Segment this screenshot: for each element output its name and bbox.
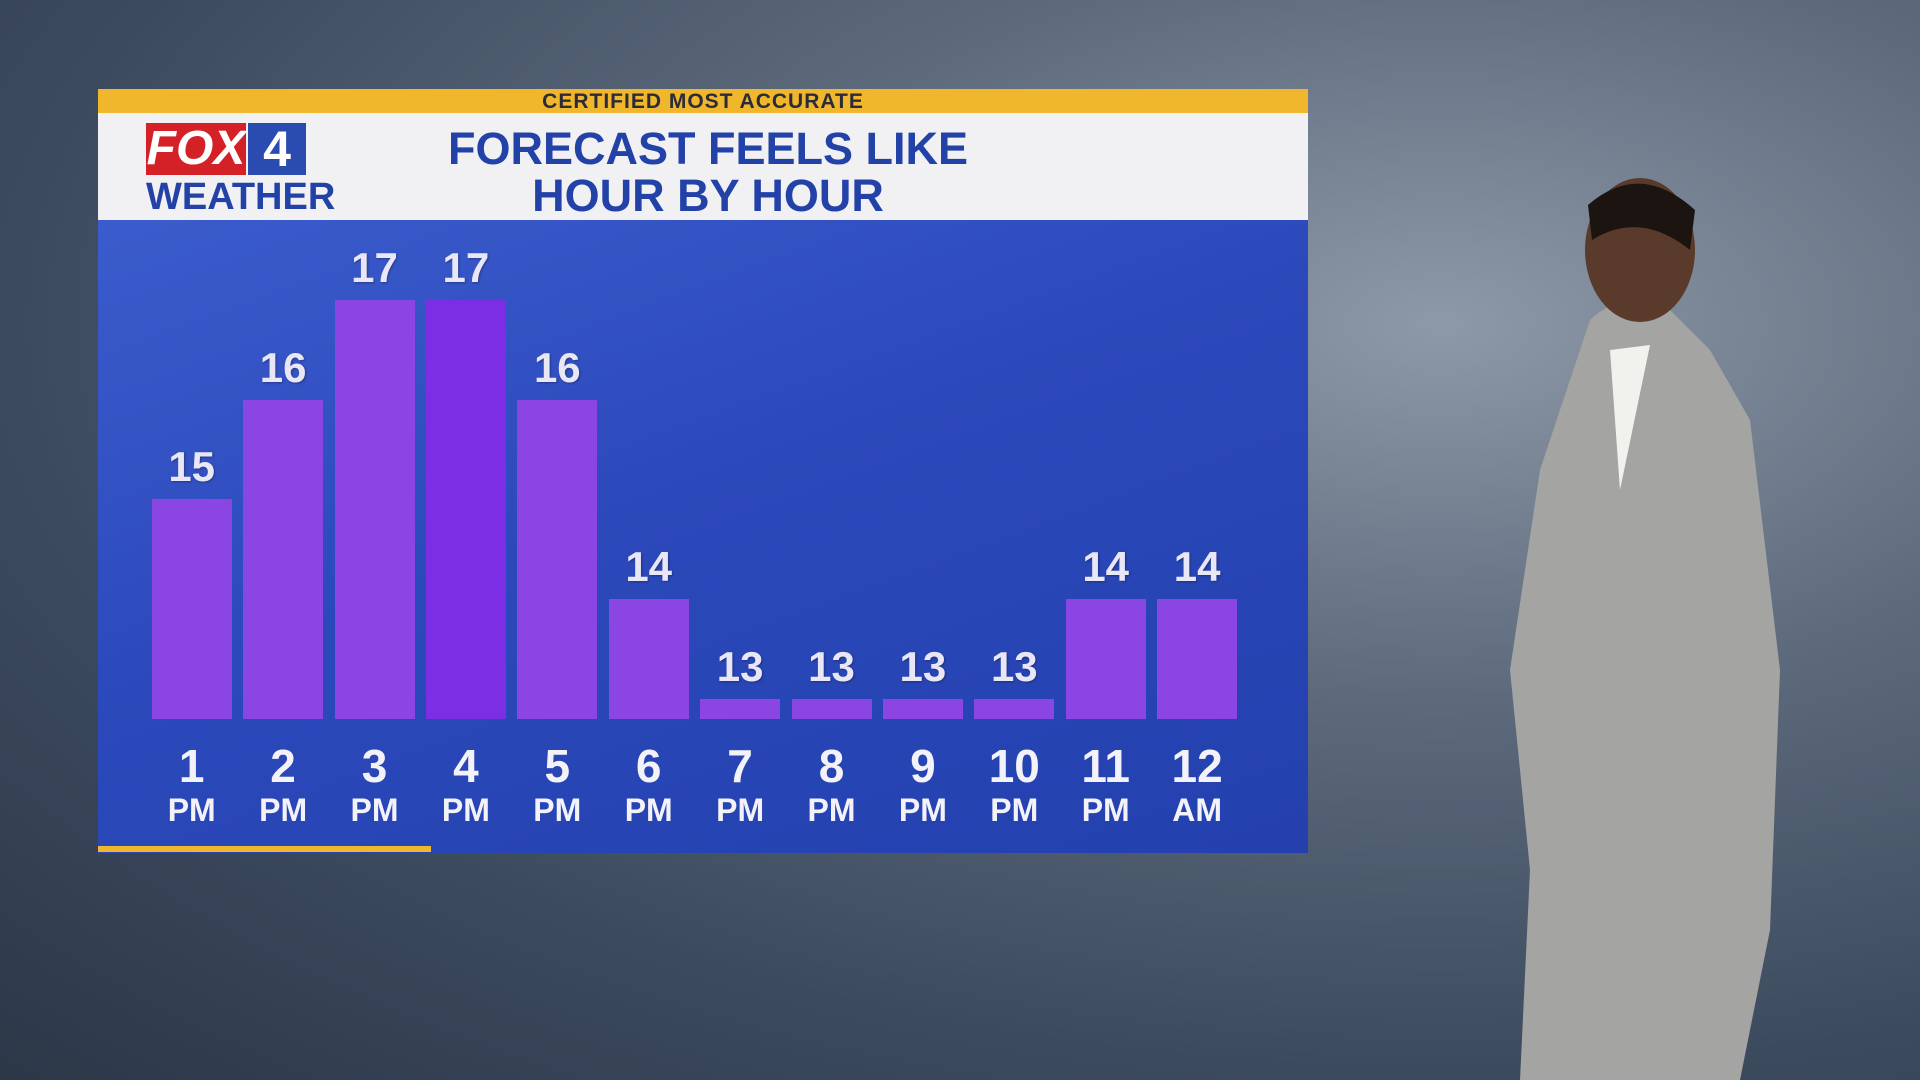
accent-bar xyxy=(98,846,431,852)
logo-brand: FOX xyxy=(146,122,246,175)
x-tick-label: 10 PM xyxy=(988,740,1040,828)
x-tick-label: 11 PM xyxy=(1081,740,1130,828)
bar xyxy=(517,399,598,719)
value-label: 13 xyxy=(899,643,947,691)
value-label: 13 xyxy=(808,643,855,691)
bar xyxy=(608,599,689,719)
x-tick-label: 12 AM xyxy=(1171,740,1223,828)
value-label: 14 xyxy=(625,543,673,591)
x-tick-label: 7 PM xyxy=(716,740,765,828)
value-label: 15 xyxy=(168,443,216,491)
bar xyxy=(334,299,415,719)
bar xyxy=(151,499,232,719)
x-tick-label: 6 PM xyxy=(624,740,673,828)
logo-channel: 4 xyxy=(248,123,306,175)
x-tick-label: 3 PM xyxy=(350,740,399,828)
x-tick-label: 5 PM xyxy=(533,740,582,828)
bar xyxy=(700,699,781,719)
value-label: 17 xyxy=(442,243,490,291)
bar xyxy=(882,699,963,719)
value-label: 13 xyxy=(716,643,764,691)
x-tick-label: 9 PM xyxy=(898,740,947,828)
bar xyxy=(425,299,506,719)
banner: CERTIFIED MOST ACCURATE xyxy=(98,89,1308,113)
value-label: 14 xyxy=(1082,543,1130,591)
bar xyxy=(1065,599,1146,719)
x-tick-label: 8 PM xyxy=(807,740,856,828)
chart-title: FORECAST FEELS LIKE xyxy=(447,123,969,174)
value-label: 13 xyxy=(990,643,1038,691)
value-label: 16 xyxy=(533,343,581,391)
value-label: 17 xyxy=(351,243,398,291)
presenter xyxy=(1510,178,1780,1080)
bar xyxy=(791,699,872,719)
value-label: 14 xyxy=(1173,543,1221,591)
value-label: 16 xyxy=(259,343,307,391)
logo-label: WEATHER xyxy=(146,176,336,218)
chart-title: HOUR BY HOUR xyxy=(532,170,884,221)
bar xyxy=(243,399,324,719)
bar xyxy=(1157,599,1238,719)
bar xyxy=(974,699,1055,719)
x-tick-label: 2 PM xyxy=(259,740,308,828)
x-tick-label: 4 PM xyxy=(441,740,490,828)
header: FOX 4 WEATHER FORECAST FEELS LIKE HOUR B… xyxy=(98,113,1308,221)
x-tick-label: 1 PM xyxy=(167,740,216,828)
